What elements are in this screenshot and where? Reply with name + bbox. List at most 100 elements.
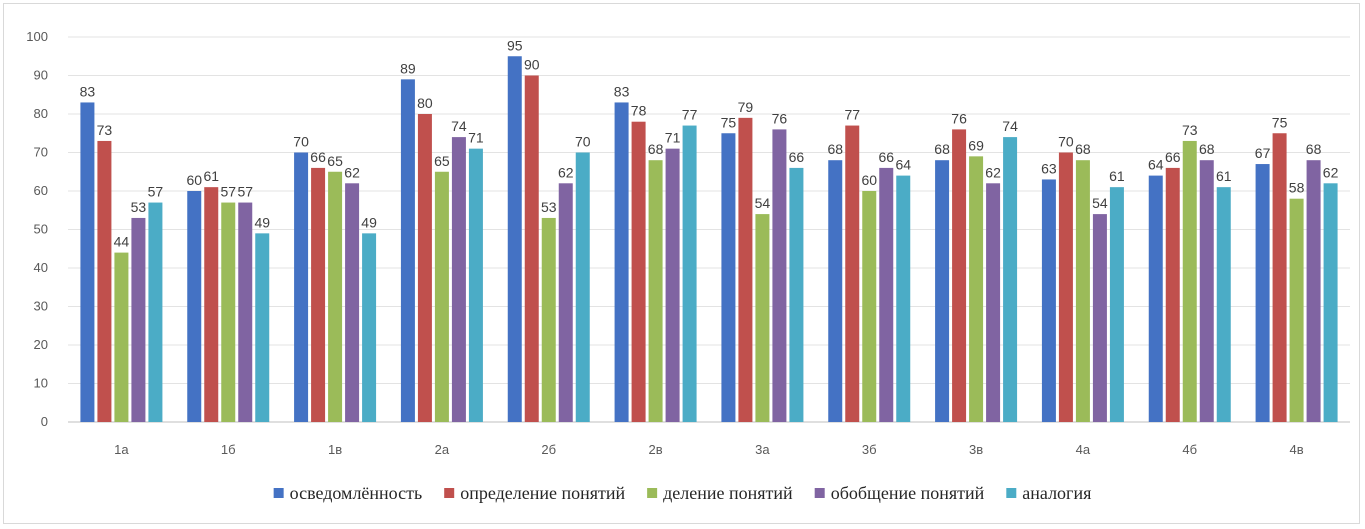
- bar: [1306, 160, 1321, 422]
- data-label: 74: [451, 118, 467, 134]
- data-label: 68: [1199, 141, 1215, 157]
- bar: [204, 187, 219, 422]
- y-tick-label: 90: [34, 68, 48, 83]
- bar: [896, 175, 911, 422]
- data-label: 62: [985, 164, 1001, 180]
- bar: [451, 137, 466, 422]
- bar: [400, 79, 415, 422]
- data-label: 65: [434, 153, 450, 169]
- data-label: 70: [575, 134, 591, 150]
- data-label: 74: [1002, 118, 1018, 134]
- data-label: 66: [789, 149, 805, 165]
- data-label: 95: [507, 37, 523, 53]
- bar: [345, 183, 360, 422]
- bar: [1148, 175, 1163, 422]
- bar: [631, 121, 646, 422]
- y-tick-label: 70: [34, 145, 48, 160]
- x-tick-label: 3б: [862, 442, 877, 457]
- legend-item: определение понятий: [444, 483, 625, 503]
- data-label: 69: [968, 137, 984, 153]
- y-tick-label: 0: [41, 414, 48, 429]
- data-label: 76: [772, 110, 788, 126]
- data-label: 71: [665, 130, 681, 146]
- legend-swatch: [444, 488, 455, 498]
- y-tick-label: 20: [34, 337, 48, 352]
- bar: [1092, 214, 1107, 422]
- data-label: 66: [878, 149, 894, 165]
- x-tick-label: 3в: [969, 442, 983, 457]
- data-label: 57: [237, 184, 253, 200]
- y-axis: 0 10 20 30 40 50 60 70 80 90 100: [26, 29, 48, 429]
- bar: [648, 160, 663, 422]
- bar: [1058, 152, 1073, 422]
- bar: [1323, 183, 1338, 422]
- data-label: 62: [344, 164, 360, 180]
- data-label: 64: [895, 157, 911, 173]
- data-label: 53: [541, 199, 557, 215]
- bar: [1182, 140, 1197, 422]
- data-label: 61: [1109, 168, 1125, 184]
- bar: [935, 160, 950, 422]
- data-label: 64: [1148, 157, 1164, 173]
- data-label: 76: [951, 110, 967, 126]
- x-tick-label: 3а: [755, 442, 770, 457]
- bar: [97, 140, 112, 422]
- bar: [1041, 179, 1056, 422]
- bar: [238, 202, 253, 422]
- bar: [755, 214, 770, 422]
- legend-item: обобщение понятий: [814, 483, 985, 503]
- data-label: 83: [80, 83, 96, 99]
- bar: [80, 102, 95, 422]
- legend: осведомлённость определение понятий делени…: [273, 483, 1091, 503]
- bar: [417, 114, 432, 422]
- data-label: 78: [631, 103, 647, 119]
- legend-label: обобщение понятий: [831, 483, 985, 503]
- bar: [789, 167, 804, 422]
- data-label: 60: [186, 172, 202, 188]
- bar: [721, 133, 736, 422]
- bar: [1255, 164, 1270, 423]
- bar: [507, 56, 522, 422]
- data-label: 73: [97, 122, 113, 138]
- data-label: 63: [1041, 160, 1057, 176]
- data-label: 77: [844, 107, 860, 123]
- y-tick-label: 80: [34, 106, 48, 121]
- bar: [328, 171, 343, 422]
- data-label: 60: [861, 172, 877, 188]
- legend-item: деление понятий: [647, 483, 793, 503]
- data-label: 90: [524, 57, 540, 73]
- x-tick-label: 2в: [649, 442, 663, 457]
- data-label: 77: [682, 107, 698, 123]
- bar: [1272, 133, 1287, 422]
- bar: [738, 117, 753, 422]
- bar: [1165, 167, 1180, 422]
- data-label: 62: [558, 164, 574, 180]
- legend-label: определение понятий: [460, 483, 625, 503]
- x-tick-label: 1в: [328, 442, 342, 457]
- data-label: 44: [114, 234, 130, 250]
- x-tick-label: 1б: [221, 442, 236, 457]
- bars: [80, 56, 1338, 423]
- bar: [952, 129, 967, 422]
- bar: [434, 171, 449, 422]
- bar: [986, 183, 1001, 422]
- data-label: 65: [327, 153, 343, 169]
- data-label: 61: [203, 168, 219, 184]
- data-label: 49: [254, 214, 270, 230]
- bar: [665, 148, 680, 422]
- y-tick-label: 30: [34, 299, 48, 314]
- x-tick-label: 1а: [114, 442, 129, 457]
- bar: [187, 191, 202, 422]
- data-label: 61: [1216, 168, 1232, 184]
- bar: [682, 125, 697, 423]
- legend-swatch: [814, 488, 825, 498]
- legend-swatch: [647, 488, 658, 498]
- data-label: 57: [148, 184, 164, 200]
- data-label: 79: [738, 99, 754, 115]
- data-label: 83: [614, 83, 630, 99]
- data-label: 68: [648, 141, 664, 157]
- data-label: 49: [361, 214, 377, 230]
- legend-item: аналогия: [1006, 483, 1091, 503]
